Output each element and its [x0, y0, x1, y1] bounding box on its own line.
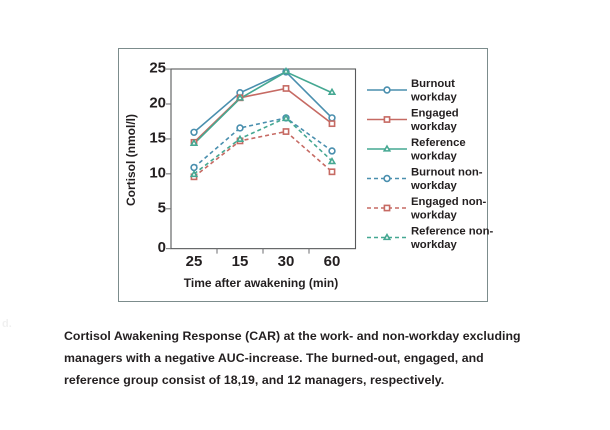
svg-text:Engaged non-: Engaged non-: [411, 196, 487, 208]
svg-text:Cortisol (nmol/l): Cortisol (nmol/l): [124, 114, 138, 206]
svg-text:25: 25: [149, 60, 166, 77]
svg-text:workday: workday: [410, 210, 458, 222]
svg-text:workday: workday: [410, 121, 458, 133]
svg-text:Time after awakening (min): Time after awakening (min): [184, 276, 338, 290]
svg-text:workday: workday: [410, 151, 458, 163]
svg-text:workday: workday: [410, 92, 458, 104]
svg-text:workday: workday: [410, 239, 458, 251]
svg-text:Burnout non-: Burnout non-: [411, 167, 483, 179]
svg-text:0: 0: [158, 239, 166, 256]
svg-text:Reference: Reference: [411, 137, 466, 149]
svg-text:workday: workday: [410, 180, 458, 192]
svg-text:Engaged: Engaged: [411, 108, 459, 120]
svg-text:20: 20: [149, 95, 166, 112]
svg-text:Reference non-: Reference non-: [411, 226, 493, 238]
svg-text:60: 60: [324, 253, 341, 270]
svg-text:15: 15: [232, 253, 249, 270]
svg-text:10: 10: [149, 165, 166, 182]
svg-text:15: 15: [149, 130, 166, 147]
svg-text:Burnout: Burnout: [411, 78, 455, 90]
svg-text:5: 5: [158, 200, 166, 217]
svg-text:25: 25: [186, 253, 203, 270]
svg-text:30: 30: [278, 253, 295, 270]
